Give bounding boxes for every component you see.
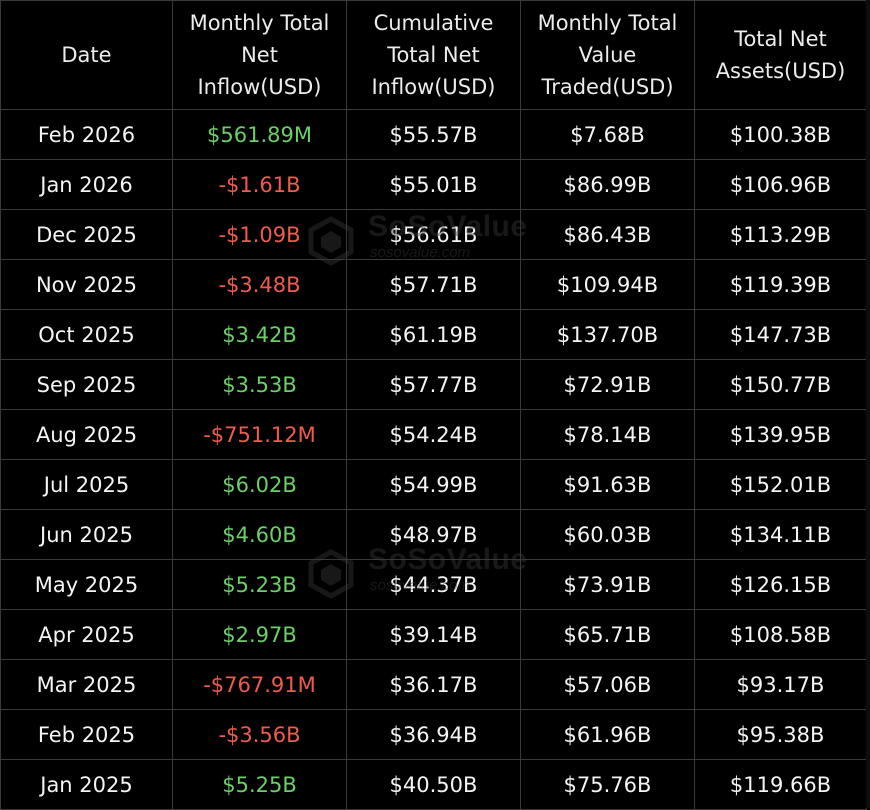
cell-monthly-value-traded: $72.91B: [520, 359, 695, 410]
cell-monthly-net-inflow: $5.25B: [172, 759, 347, 810]
cell-date: Apr 2025: [0, 609, 173, 660]
cell-monthly-net-inflow: -$767.91M: [172, 659, 347, 710]
cell-cumulative-net-inflow: $36.94B: [346, 709, 521, 760]
cell-monthly-value-traded: $86.43B: [520, 209, 695, 260]
column-header-monthly-value-traded[interactable]: Monthly Total Value Traded(USD): [520, 0, 695, 110]
cell-total-net-assets: $126.15B: [694, 559, 867, 610]
cell-monthly-net-inflow: -$1.61B: [172, 159, 347, 210]
cell-date: Aug 2025: [0, 409, 173, 460]
table-row[interactable]: Jan 2026 -$1.61B $55.01B $86.99B $106.96B: [0, 159, 867, 210]
cell-monthly-net-inflow: -$3.48B: [172, 259, 347, 310]
table-row[interactable]: Aug 2025 -$751.12M $54.24B $78.14B $139.95B: [0, 409, 867, 460]
cell-total-net-assets: $108.58B: [694, 609, 867, 660]
cell-monthly-value-traded: $137.70B: [520, 309, 695, 360]
cell-cumulative-net-inflow: $56.61B: [346, 209, 521, 260]
cell-monthly-net-inflow: -$1.09B: [172, 209, 347, 260]
cell-total-net-assets: $95.38B: [694, 709, 867, 760]
cell-monthly-value-traded: $60.03B: [520, 509, 695, 560]
table-header-row: Date Monthly Total Net Inflow(USD) Cumul…: [0, 0, 867, 110]
cell-date: Mar 2025: [0, 659, 173, 710]
cell-cumulative-net-inflow: $48.97B: [346, 509, 521, 560]
cell-cumulative-net-inflow: $57.77B: [346, 359, 521, 410]
cell-date: Dec 2025: [0, 209, 173, 260]
cell-total-net-assets: $100.38B: [694, 109, 867, 160]
cell-monthly-value-traded: $86.99B: [520, 159, 695, 210]
cell-monthly-value-traded: $109.94B: [520, 259, 695, 310]
cell-date: Jul 2025: [0, 459, 173, 510]
cell-date: May 2025: [0, 559, 173, 610]
column-header-monthly-net-inflow[interactable]: Monthly Total Net Inflow(USD): [172, 0, 347, 110]
cell-cumulative-net-inflow: $36.17B: [346, 659, 521, 710]
cell-cumulative-net-inflow: $57.71B: [346, 259, 521, 310]
table-body: Feb 2026 $561.89M $55.57B $7.68B $100.38B Jan…: [0, 109, 867, 810]
cell-monthly-value-traded: $61.96B: [520, 709, 695, 760]
cell-date: Jun 2025: [0, 509, 173, 560]
cell-date: Feb 2026: [0, 109, 173, 160]
cell-total-net-assets: $134.11B: [694, 509, 867, 560]
cell-cumulative-net-inflow: $54.24B: [346, 409, 521, 460]
column-header-date[interactable]: Date: [0, 0, 173, 110]
cell-date: Feb 2025: [0, 709, 173, 760]
cell-monthly-net-inflow: $2.97B: [172, 609, 347, 660]
table-row[interactable]: Apr 2025 $2.97B $39.14B $65.71B $108.58B: [0, 609, 867, 660]
cell-cumulative-net-inflow: $55.57B: [346, 109, 521, 160]
cell-cumulative-net-inflow: $54.99B: [346, 459, 521, 510]
cell-cumulative-net-inflow: $39.14B: [346, 609, 521, 660]
cell-total-net-assets: $150.77B: [694, 359, 867, 410]
table-row[interactable]: Feb 2026 $561.89M $55.57B $7.68B $100.38B: [0, 109, 867, 160]
cell-monthly-net-inflow: -$3.56B: [172, 709, 347, 760]
cell-monthly-net-inflow: $561.89M: [172, 109, 347, 160]
cell-date: Jan 2025: [0, 759, 173, 810]
cell-total-net-assets: $147.73B: [694, 309, 867, 360]
cell-monthly-net-inflow: $3.53B: [172, 359, 347, 410]
cell-monthly-net-inflow: $4.60B: [172, 509, 347, 560]
scrollbar[interactable]: [866, 0, 870, 808]
cell-monthly-value-traded: $73.91B: [520, 559, 695, 610]
table-row[interactable]: Jun 2025 $4.60B $48.97B $60.03B $134.11B: [0, 509, 867, 560]
cell-monthly-value-traded: $7.68B: [520, 109, 695, 160]
cell-total-net-assets: $139.95B: [694, 409, 867, 460]
table-row[interactable]: Mar 2025 -$767.91M $36.17B $57.06B $93.17B: [0, 659, 867, 710]
table-row[interactable]: Jul 2025 $6.02B $54.99B $91.63B $152.01B: [0, 459, 867, 510]
cell-monthly-value-traded: $75.76B: [520, 759, 695, 810]
table-row[interactable]: Nov 2025 -$3.48B $57.71B $109.94B $119.39B: [0, 259, 867, 310]
cell-total-net-assets: $106.96B: [694, 159, 867, 210]
cell-monthly-value-traded: $65.71B: [520, 609, 695, 660]
cell-total-net-assets: $119.66B: [694, 759, 867, 810]
cell-date: Nov 2025: [0, 259, 173, 310]
cell-total-net-assets: $93.17B: [694, 659, 867, 710]
cell-monthly-net-inflow: $6.02B: [172, 459, 347, 510]
cell-date: Jan 2026: [0, 159, 173, 210]
cell-date: Oct 2025: [0, 309, 173, 360]
cell-total-net-assets: $113.29B: [694, 209, 867, 260]
cell-total-net-assets: $119.39B: [694, 259, 867, 310]
cell-cumulative-net-inflow: $55.01B: [346, 159, 521, 210]
cell-cumulative-net-inflow: $44.37B: [346, 559, 521, 610]
cell-date: Sep 2025: [0, 359, 173, 410]
cell-cumulative-net-inflow: $61.19B: [346, 309, 521, 360]
column-header-cumulative-net-inflow[interactable]: Cumulative Total Net Inflow(USD): [346, 0, 521, 110]
table-row[interactable]: Sep 2025 $3.53B $57.77B $72.91B $150.77B: [0, 359, 867, 410]
cell-monthly-value-traded: $78.14B: [520, 409, 695, 460]
table-row[interactable]: May 2025 $5.23B $44.37B $73.91B $126.15B: [0, 559, 867, 610]
cell-monthly-net-inflow: -$751.12M: [172, 409, 347, 460]
cell-monthly-net-inflow: $3.42B: [172, 309, 347, 360]
table-row[interactable]: Feb 2025 -$3.56B $36.94B $61.96B $95.38B: [0, 709, 867, 760]
cell-monthly-value-traded: $57.06B: [520, 659, 695, 710]
cell-cumulative-net-inflow: $40.50B: [346, 759, 521, 810]
cell-total-net-assets: $152.01B: [694, 459, 867, 510]
cell-monthly-value-traded: $91.63B: [520, 459, 695, 510]
table-row[interactable]: Oct 2025 $3.42B $61.19B $137.70B $147.73B: [0, 309, 867, 360]
table-row[interactable]: Jan 2025 $5.25B $40.50B $75.76B $119.66B: [0, 759, 867, 810]
column-header-total-net-assets[interactable]: Total Net Assets(USD): [694, 0, 867, 110]
cell-monthly-net-inflow: $5.23B: [172, 559, 347, 610]
table-row[interactable]: Dec 2025 -$1.09B $56.61B $86.43B $113.29B: [0, 209, 867, 260]
